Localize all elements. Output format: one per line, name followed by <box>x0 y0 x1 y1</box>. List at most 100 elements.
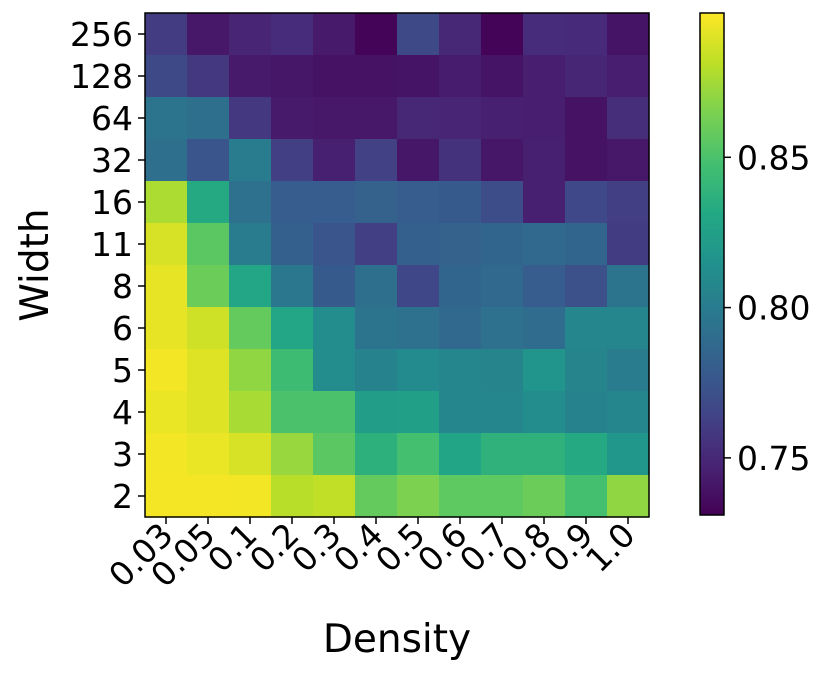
heatmap-cell <box>145 391 188 434</box>
heatmap-cell <box>439 139 482 182</box>
heatmap-cell <box>439 475 482 518</box>
heatmap-cell <box>229 475 272 518</box>
heatmap-cell <box>271 181 314 224</box>
heatmap-cell <box>607 433 650 476</box>
heatmap-cell <box>355 475 398 518</box>
colorbar-frame <box>699 12 725 516</box>
heatmap-cell <box>229 307 272 350</box>
heatmap-cell <box>439 433 482 476</box>
heatmap-cell <box>313 433 356 476</box>
heatmap-cell <box>523 13 566 56</box>
heatmap-cell <box>355 349 398 392</box>
heatmap-cell <box>145 55 188 98</box>
heatmap-cell <box>565 97 608 140</box>
plot-frame <box>144 12 650 518</box>
heatmap-cell <box>565 391 608 434</box>
heatmap-cell <box>271 97 314 140</box>
heatmap-cell <box>355 55 398 98</box>
y-tick-label: 3 <box>112 435 133 474</box>
heatmap-cells <box>145 13 650 518</box>
heatmap-cell <box>229 223 272 266</box>
heatmap-cell <box>187 55 230 98</box>
heatmap-cell <box>397 307 440 350</box>
heatmap-cell <box>271 433 314 476</box>
heatmap-cell <box>397 265 440 308</box>
heatmap-cell <box>523 97 566 140</box>
heatmap-cell <box>481 223 524 266</box>
x-axis: 0.030.050.10.20.30.40.50.60.70.80.91.0 <box>101 515 643 595</box>
heatmap-cell <box>481 55 524 98</box>
heatmap-cell <box>355 307 398 350</box>
heatmap-cell <box>145 181 188 224</box>
heatmap-cell <box>355 223 398 266</box>
heatmap-cell <box>145 349 188 392</box>
heatmap-cell <box>607 55 650 98</box>
heatmap-cell <box>439 391 482 434</box>
heatmap-cell <box>439 97 482 140</box>
heatmap-cell <box>313 475 356 518</box>
heatmap-cell <box>397 13 440 56</box>
heatmap-cell <box>229 13 272 56</box>
x-axis-label: Density <box>323 617 471 662</box>
heatmap-cell <box>187 475 230 518</box>
heatmap-cell <box>607 475 650 518</box>
heatmap-cell <box>565 139 608 182</box>
heatmap-cell <box>439 307 482 350</box>
heatmap-cell <box>523 265 566 308</box>
heatmap-cell <box>607 391 650 434</box>
heatmap-cell <box>565 181 608 224</box>
heatmap-cell <box>271 307 314 350</box>
y-tick-label: 128 <box>70 57 133 96</box>
heatmap-cell <box>145 265 188 308</box>
heatmap-cell <box>607 97 650 140</box>
y-tick-label: 6 <box>112 309 133 348</box>
y-axis-label: Width <box>13 208 58 321</box>
heatmap-cell <box>187 97 230 140</box>
heatmap-cell <box>523 181 566 224</box>
heatmap-cell <box>313 13 356 56</box>
heatmap-cell <box>523 349 566 392</box>
heatmap-cell <box>229 265 272 308</box>
heatmap-cell <box>481 349 524 392</box>
heatmap-cell <box>439 223 482 266</box>
colorbar-tick-label: 0.75 <box>737 439 810 478</box>
heatmap-cell <box>481 139 524 182</box>
heatmap-cell <box>523 391 566 434</box>
heatmap-cell <box>313 349 356 392</box>
heatmap-cell <box>187 433 230 476</box>
heatmap-cell <box>229 391 272 434</box>
heatmap-cell <box>187 181 230 224</box>
heatmap-cell <box>523 475 566 518</box>
heatmap-cell <box>397 433 440 476</box>
heatmap-cell <box>397 391 440 434</box>
heatmap-cell <box>145 13 188 56</box>
y-tick-label: 5 <box>112 351 133 390</box>
heatmap-cell <box>481 391 524 434</box>
heatmap-cell <box>187 139 230 182</box>
heatmap-cell <box>607 13 650 56</box>
heatmap-cell <box>481 475 524 518</box>
heatmap-cell <box>481 97 524 140</box>
heatmap-cell <box>313 55 356 98</box>
heatmap-cell <box>313 265 356 308</box>
heatmap-cell <box>397 55 440 98</box>
colorbar-tick-label: 0.80 <box>737 289 810 328</box>
heatmap-cell <box>523 307 566 350</box>
heatmap-cell <box>355 181 398 224</box>
heatmap-cell <box>145 139 188 182</box>
heatmap-cell <box>523 139 566 182</box>
colorbar-gradient <box>700 13 724 515</box>
y-tick-label: 32 <box>91 141 133 180</box>
heatmap-cell <box>439 13 482 56</box>
heatmap-cell <box>523 223 566 266</box>
heatmap-cell <box>145 475 188 518</box>
heatmap-cell <box>481 265 524 308</box>
heatmap-cell <box>313 223 356 266</box>
heatmap-cell <box>271 139 314 182</box>
heatmap-cell <box>229 139 272 182</box>
heatmap-cell <box>145 223 188 266</box>
y-tick-label: 64 <box>91 99 133 138</box>
heatmap-cell <box>397 181 440 224</box>
heatmap-cell <box>187 349 230 392</box>
